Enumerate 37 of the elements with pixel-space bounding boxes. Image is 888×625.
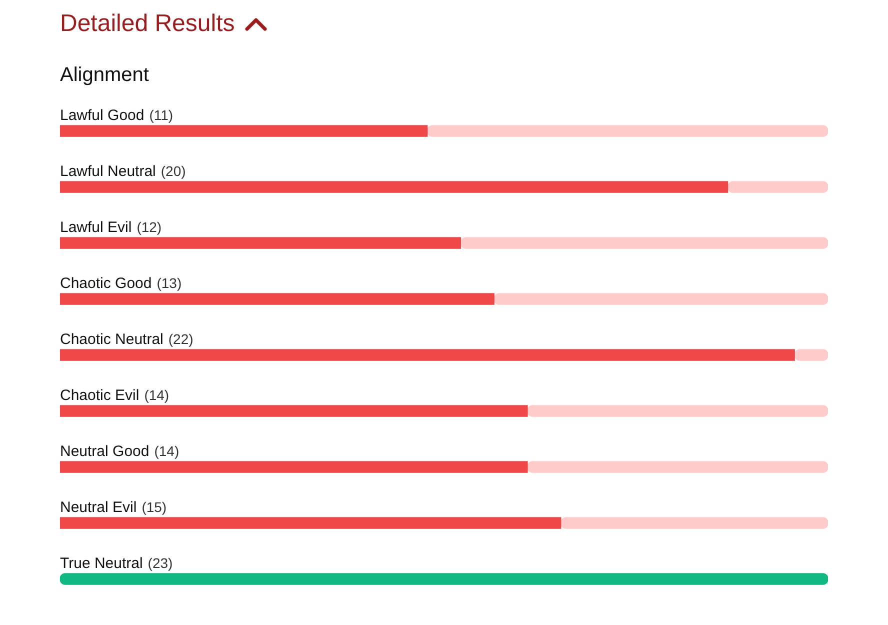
bar xyxy=(527,461,828,473)
bar xyxy=(60,461,528,473)
bar xyxy=(60,573,828,585)
chart-title: Detailed Results xyxy=(60,10,235,38)
data-label: (13) xyxy=(156,275,182,291)
bar xyxy=(426,125,828,137)
bar xyxy=(60,517,562,529)
bar xyxy=(60,181,728,193)
y-tick-label: Neutral Evil xyxy=(60,499,137,516)
chart-subtitle: Alignment xyxy=(60,64,149,87)
y-tick-label: Neutral Good xyxy=(60,443,150,460)
y-tick-label: Chaotic Neutral xyxy=(60,331,164,348)
bar xyxy=(60,125,428,137)
data-label: (20) xyxy=(160,163,186,179)
data-label: (14) xyxy=(144,387,170,403)
bar xyxy=(460,237,828,249)
bar xyxy=(794,349,828,361)
bar xyxy=(60,237,462,249)
data-label: (11) xyxy=(149,107,174,123)
data-label: (22) xyxy=(168,331,194,347)
data-label: (12) xyxy=(136,219,162,235)
y-tick-label: Chaotic Evil xyxy=(60,387,140,404)
data-label: (23) xyxy=(148,555,173,571)
bar xyxy=(560,517,828,529)
data-label: (15) xyxy=(142,499,167,515)
bar xyxy=(727,181,828,193)
bar xyxy=(60,349,795,361)
y-tick-label: True Neutral xyxy=(60,555,143,572)
y-tick-label: Lawful Good xyxy=(60,107,144,124)
y-tick-label: Lawful Neutral xyxy=(60,163,156,180)
y-tick-label: Chaotic Good xyxy=(60,275,152,292)
bar xyxy=(60,293,494,305)
bar xyxy=(494,293,828,305)
data-label: (14) xyxy=(154,443,180,459)
y-tick-label: Lawful Evil xyxy=(60,219,132,236)
bar xyxy=(60,405,528,417)
bar xyxy=(527,405,828,417)
